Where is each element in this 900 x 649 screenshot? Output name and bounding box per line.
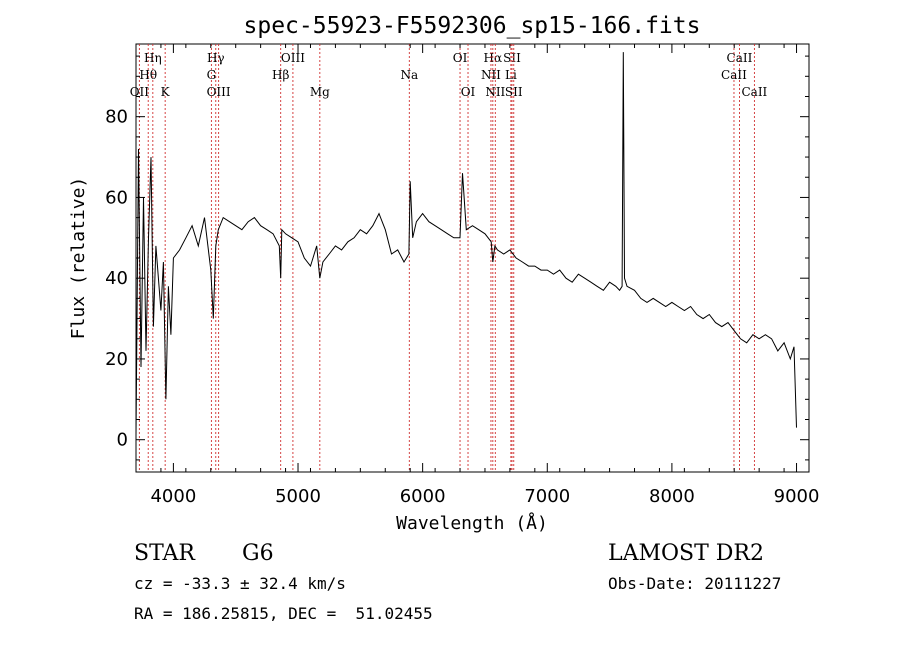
- emission-line-label: Na: [400, 68, 418, 82]
- spectrum-series-line: [135, 52, 797, 436]
- emission-line-label: K: [161, 85, 171, 99]
- emission-line-label: CaII: [727, 51, 753, 65]
- x-axis-label: Wavelength (Å): [396, 512, 548, 534]
- emission-line-label: Hθ: [139, 68, 157, 82]
- emission-line-label: Hη: [144, 51, 162, 65]
- y-axis-label: Flux (relative): [68, 177, 89, 340]
- redshift-value: cz = -33.3 ± 32.4 km/s: [134, 574, 346, 593]
- y-tick-label: 80: [105, 107, 128, 128]
- emission-line-label: OI: [453, 51, 468, 65]
- y-tick-label: 0: [117, 430, 128, 451]
- emission-line-label: CaII: [741, 85, 767, 99]
- y-tick-label: 20: [105, 349, 128, 370]
- emission-line-label: CaII: [721, 68, 747, 82]
- axis-layer: 4000 5000 6000 7000 8000 9000 0 20 40 60 80: [105, 44, 819, 507]
- plot-frame: [135, 43, 810, 473]
- object-class: STAR: [134, 541, 195, 566]
- spectrum-line-layer: [135, 52, 797, 436]
- y-tick-label: 40: [105, 268, 128, 289]
- emission-line-label: NII: [481, 68, 501, 82]
- coordinates: RA = 186.25815, DEC = 51.02455: [134, 604, 433, 623]
- emission-line-label: Hβ: [272, 68, 289, 82]
- emission-line-label: Hα: [484, 51, 503, 65]
- y-tick-label: 60: [105, 187, 128, 208]
- emission-line-label: OIII: [281, 51, 305, 65]
- emission-line-label: OI: [461, 85, 476, 99]
- object-subclass: G6: [242, 541, 274, 566]
- emission-line-label: SII: [505, 85, 523, 99]
- x-tick-label: 5000: [275, 486, 321, 507]
- emission-line-label: Hγ: [207, 51, 225, 65]
- line-marker-layer: OIIHθHηKHγGOIIIHβOIIIMgNaOIOIHαNIINIISII…: [130, 44, 768, 472]
- x-tick-label: 9000: [774, 486, 820, 507]
- x-tick-label: 8000: [649, 486, 695, 507]
- survey-name: LAMOST DR2: [608, 541, 764, 566]
- chart-title: spec-55923-F5592306_sp15-166.fits: [244, 13, 701, 39]
- observation-date: Obs-Date: 20111227: [608, 574, 782, 593]
- emission-line-label: Li: [505, 68, 517, 82]
- emission-line-label: G: [207, 68, 217, 82]
- x-tick-label: 4000: [150, 486, 196, 507]
- emission-line-label: OIII: [207, 85, 231, 99]
- emission-line-label: NII: [485, 85, 505, 99]
- emission-line-label: SII: [503, 51, 521, 65]
- x-tick-label: 7000: [524, 486, 570, 507]
- x-tick-label: 6000: [400, 486, 446, 507]
- emission-line-label: OII: [130, 85, 150, 99]
- emission-line-label: Mg: [310, 85, 330, 99]
